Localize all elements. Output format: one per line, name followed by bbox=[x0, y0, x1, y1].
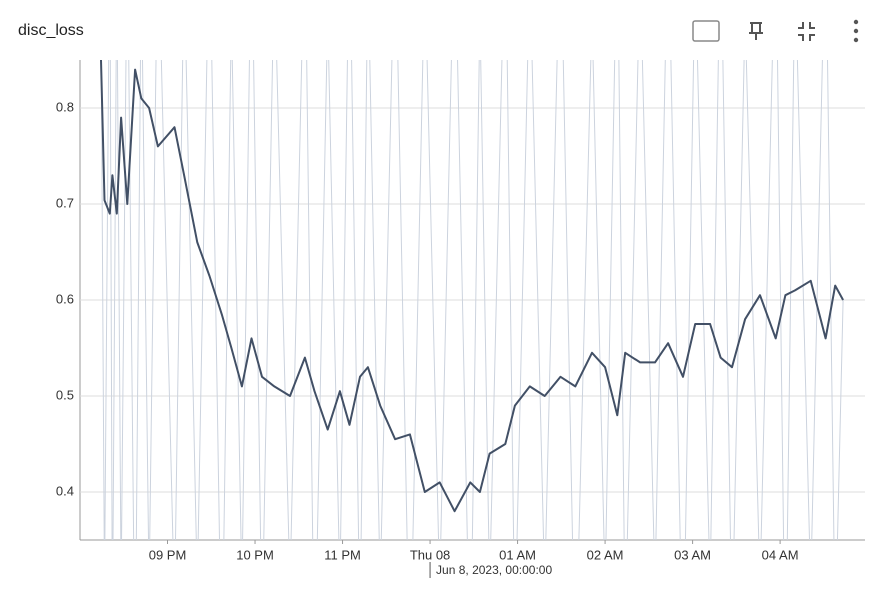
pin-icon[interactable] bbox=[749, 22, 763, 40]
y-tick-label: 0.6 bbox=[56, 291, 74, 306]
series-line bbox=[100, 60, 844, 540]
y-tick-label: 0.4 bbox=[56, 483, 74, 498]
y-tick-label: 0.5 bbox=[56, 387, 74, 402]
chart-title: disc_loss bbox=[18, 22, 84, 39]
series-line bbox=[100, 60, 844, 513]
x-tick-label: Thu 08 bbox=[410, 547, 450, 562]
x-tick-label: 01 AM bbox=[499, 547, 536, 562]
x-tick-label: 02 AM bbox=[587, 547, 624, 562]
x-tick-label: 09 PM bbox=[149, 547, 187, 562]
x-marker-label: Jun 8, 2023, 00:00:00 bbox=[436, 563, 552, 577]
menu-icon[interactable] bbox=[853, 19, 859, 43]
x-tick-label: 04 AM bbox=[762, 547, 799, 562]
y-tick-label: 0.8 bbox=[56, 99, 74, 114]
collapse-icon[interactable] bbox=[798, 22, 815, 41]
fit-icon[interactable] bbox=[692, 20, 720, 42]
x-tick-label: 11 PM bbox=[324, 547, 361, 562]
y-tick-label: 0.7 bbox=[56, 195, 74, 210]
x-tick-label: 10 PM bbox=[236, 547, 274, 562]
x-tick-label: 03 AM bbox=[674, 547, 711, 562]
